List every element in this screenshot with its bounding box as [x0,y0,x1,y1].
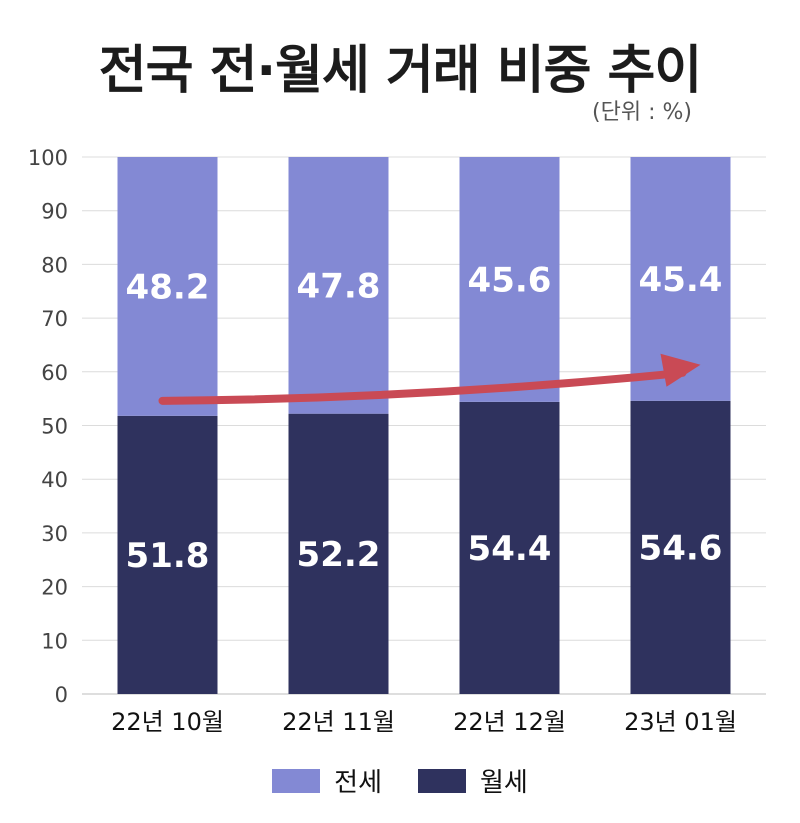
data-label: 47.8 [297,266,381,306]
legend-label-wolse: 월세 [480,768,528,798]
y-tick-label: 70 [41,307,68,331]
chart-title: 전국 전·월세 거래 비중 추이 [98,41,702,101]
y-tick-label: 50 [41,415,68,439]
data-label: 54.4 [468,529,552,569]
data-label: 45.4 [639,260,723,300]
data-label: 51.8 [126,536,210,576]
y-tick-label: 80 [41,253,68,277]
unit-label: (단위 : %) [592,100,692,125]
bar-segment [117,157,218,416]
legend-label-jeonse: 전세 [334,768,382,798]
bar-segment [288,413,389,694]
trend-arrow [158,353,701,405]
x-tick-label: 22년 12월 [453,708,566,736]
y-tick-label: 60 [41,361,68,385]
bar-segment [288,157,389,414]
bar-segment [630,400,731,694]
y-tick-label: 20 [41,576,68,600]
data-label: 52.2 [297,535,381,575]
y-tick-label: 40 [41,468,68,492]
legend-item-jeonse: 전세 [272,762,382,799]
legend-swatch-jeonse [272,768,321,793]
bar-segment [459,401,560,694]
y-axis-ticks: 0 10 20 30 40 50 60 70 80 90 100 [28,146,68,707]
data-label: 45.6 [468,260,552,300]
legend-item-wolse: 월세 [418,762,528,799]
x-tick-label: 23년 01월 [624,708,737,736]
trend-arrow-shaft [158,368,687,405]
x-tick-label: 22년 11월 [282,708,395,736]
trend-arrow-head [660,353,701,387]
data-label: 48.2 [126,267,210,307]
data-label: 54.6 [639,528,723,568]
bar-segment [117,415,218,694]
data-labels: 51.8 48.2 52.2 47.8 54.4 45.6 54.6 45.4 [126,260,723,576]
legend: 전세 월세 [0,762,800,799]
bar-segment [459,157,560,402]
y-tick-label: 10 [41,629,68,653]
bars [117,157,731,694]
legend-swatch-wolse [418,768,466,793]
y-tick-label: 90 [41,200,68,224]
x-tick-label: 22년 10월 [111,708,224,736]
y-tick-label: 0 [55,683,68,707]
y-tick-label: 30 [41,522,68,546]
y-tick-label: 100 [28,146,68,170]
x-axis-ticks: 22년 10월 22년 11월 22년 12월 23년 01월 [111,708,737,736]
